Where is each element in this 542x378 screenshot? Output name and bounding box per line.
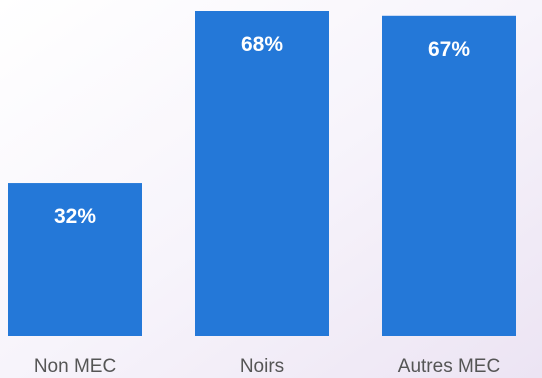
category-label-non-mec: Non MEC <box>34 356 116 377</box>
category-label-noirs: Noirs <box>240 356 284 377</box>
category-label-autres-mec: Autres MEC <box>398 356 500 377</box>
bar-autres-mec <box>382 15 516 336</box>
value-label-noirs: 68% <box>241 33 283 56</box>
bar-noirs <box>195 11 329 336</box>
bar-non-mec <box>8 183 142 336</box>
value-label-autres-mec: 67% <box>428 38 470 61</box>
value-label-non-mec: 32% <box>54 205 96 228</box>
